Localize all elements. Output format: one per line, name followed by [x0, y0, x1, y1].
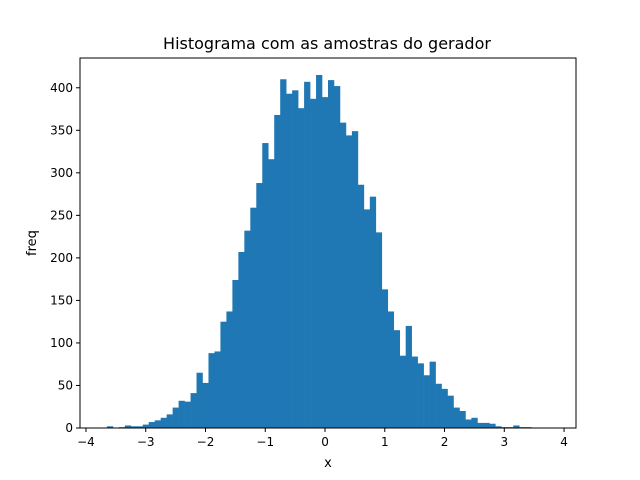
y-axis-ticks: 0 50 100 150 200 250 300 350 400 [50, 81, 80, 435]
histogram-bar [423, 375, 430, 428]
histogram-bar [310, 98, 317, 429]
histogram-bar [160, 417, 167, 428]
histogram-bar [465, 419, 472, 428]
plot-frame [79, 57, 577, 429]
chart-title: Histograma com as amostras do gerador [163, 34, 491, 53]
x-tick-label: −1 [256, 435, 274, 449]
x-tick-label: 3 [500, 435, 508, 449]
histogram-bar [226, 311, 233, 428]
y-tick-label: 100 [50, 336, 73, 350]
histogram-bar [339, 122, 347, 428]
histogram-bar [417, 363, 424, 428]
histogram-bar [393, 330, 401, 428]
histogram-bar [244, 230, 251, 428]
x-tick-label: −2 [197, 435, 215, 449]
histogram-bar [447, 395, 454, 428]
histogram-bar [369, 196, 377, 428]
histogram-bar [238, 251, 245, 428]
histogram-bar [411, 356, 418, 428]
histogram-bar [292, 90, 299, 428]
x-tick-label: −4 [77, 435, 95, 449]
y-tick-label: 350 [50, 123, 73, 137]
histogram-bar [178, 400, 185, 428]
histogram-bar [435, 383, 442, 428]
histogram-bar [381, 289, 389, 428]
histogram-bar [351, 131, 359, 429]
y-tick-label: 150 [50, 293, 73, 307]
y-axis-label: freq [25, 230, 40, 256]
histogram-bar [316, 75, 323, 428]
histogram-bar [172, 407, 179, 428]
histogram-bar [256, 183, 263, 428]
histogram-bar [130, 426, 138, 428]
histogram-bar [483, 422, 490, 428]
histogram-bar [363, 209, 371, 428]
y-tick-label: 200 [50, 251, 73, 265]
histogram-bar [387, 311, 395, 428]
histogram-bar [489, 423, 496, 428]
bars-group [106, 75, 532, 429]
histogram-bar [124, 425, 132, 428]
histogram-bar [208, 353, 215, 428]
y-tick-label: 300 [50, 166, 73, 180]
histogram-bar [214, 351, 221, 428]
histogram-bar [202, 382, 209, 428]
histogram-bar [232, 280, 239, 428]
histogram-bar [471, 417, 478, 428]
y-tick-label: 50 [58, 378, 73, 392]
histogram-bar [322, 97, 329, 428]
histogram-bar [268, 159, 275, 428]
x-tick-label: 4 [560, 435, 568, 449]
histogram-bar [274, 114, 281, 429]
y-tick-label: 400 [50, 81, 73, 95]
histogram-bar [136, 426, 144, 428]
histogram-bar [399, 355, 406, 428]
histogram-bar [345, 135, 353, 429]
histogram-bar [304, 81, 311, 428]
x-tick-label: 0 [321, 435, 329, 449]
x-axis-label: x [324, 456, 332, 471]
histogram-bar [333, 86, 341, 428]
histogram-bar [250, 207, 257, 428]
histogram-bar [262, 143, 269, 428]
histogram-bar [441, 388, 448, 428]
histogram-bar [357, 184, 365, 428]
x-tick-label: 2 [441, 435, 449, 449]
histogram-bar [405, 325, 412, 428]
histogram-bar [453, 407, 460, 428]
histogram-bar [375, 232, 383, 428]
histogram-bar [495, 426, 502, 428]
x-axis-ticks: −4 −3 −2 −1 0 1 2 3 4 [77, 428, 568, 449]
histogram-bar [196, 372, 203, 428]
y-tick-label: 0 [65, 421, 73, 435]
histogram-bar [190, 393, 197, 428]
histogram-bar [280, 79, 287, 428]
histogram-bar [106, 426, 114, 428]
x-tick-label: 1 [381, 435, 389, 449]
histogram-bar [154, 420, 161, 428]
histogram-bar [429, 361, 436, 428]
histogram-bar [142, 424, 150, 428]
histogram-bar [477, 422, 484, 428]
histogram-bar [459, 410, 466, 428]
histogram-bar [148, 422, 155, 428]
histogram-bar [220, 321, 227, 428]
histogram-bar [184, 401, 191, 428]
y-tick-label: 250 [50, 208, 73, 222]
x-tick-label: −3 [137, 435, 155, 449]
histogram-bar [286, 93, 293, 429]
histogram-bar [328, 80, 335, 429]
histogram-bar [513, 425, 520, 428]
histogram-bar [166, 414, 173, 428]
histogram-bar [298, 108, 305, 429]
